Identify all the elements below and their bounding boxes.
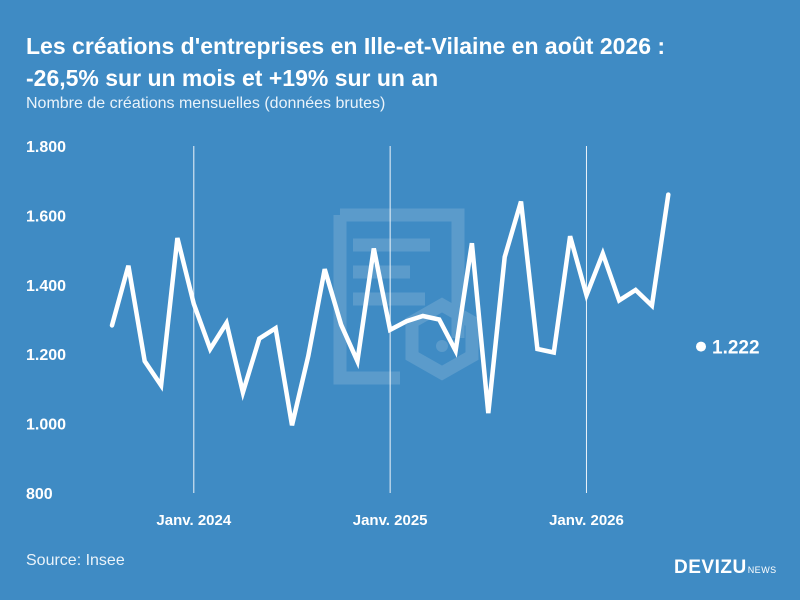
chart-title: Les créations d'entreprises en Ille-et-V…	[26, 30, 786, 94]
brand-logo[interactable]: DEVIZUNEWS	[674, 557, 777, 579]
y-tick-label: 1.200	[26, 347, 66, 364]
watermark-logo-dot	[436, 340, 448, 352]
x-tick-label: Janv. 2026	[549, 512, 624, 529]
x-tick-label: Janv. 2024	[156, 512, 231, 529]
y-tick-label: 800	[26, 486, 53, 503]
last-value-marker	[696, 341, 706, 352]
y-tick-label: 1.400	[26, 278, 66, 295]
chart-subtitle: Nombre de créations mensuelles (données …	[26, 95, 386, 112]
chart-title-line-2: -26,5% sur un mois et +19% sur un an	[26, 65, 439, 91]
x-tick-label: Janv. 2025	[353, 512, 428, 529]
y-tick-label: 1.800	[26, 139, 66, 156]
brand-logo-sub: NEWS	[747, 565, 777, 575]
chart-title-line-1: Les créations d'entreprises en Ille-et-V…	[26, 33, 666, 59]
last-value-label: 1.222	[712, 338, 760, 359]
y-tick-label: 1.000	[26, 417, 66, 434]
brand-logo-main: DEVIZU	[674, 557, 747, 578]
series-line	[112, 195, 701, 426]
watermark-logo	[333, 208, 479, 385]
y-tick-label: 1.600	[26, 208, 66, 225]
source-note: Source: Insee	[26, 552, 125, 569]
